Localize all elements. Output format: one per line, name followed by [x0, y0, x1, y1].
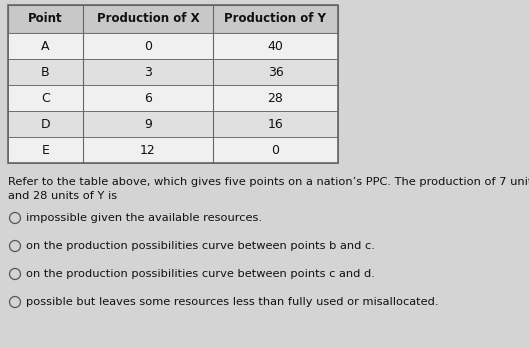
Text: possible but leaves some resources less than fully used or misallocated.: possible but leaves some resources less … [26, 297, 439, 307]
Text: on the production possibilities curve between points c and d.: on the production possibilities curve be… [26, 269, 376, 279]
Text: 0: 0 [271, 143, 279, 157]
Bar [8, 33, 338, 59]
Text: 6: 6 [144, 92, 152, 104]
Text: 36: 36 [268, 65, 284, 79]
Text: Production of Y: Production of Y [224, 13, 326, 25]
Text: A: A [41, 40, 50, 53]
Text: Point: Point [28, 13, 63, 25]
Text: impossible given the available resources.: impossible given the available resources… [26, 213, 262, 223]
Text: C: C [41, 92, 50, 104]
Text: 28: 28 [268, 92, 284, 104]
Text: 0: 0 [144, 40, 152, 53]
Text: 9: 9 [144, 118, 152, 130]
Bar [8, 85, 338, 111]
Text: 40: 40 [268, 40, 284, 53]
Text: D: D [41, 118, 50, 130]
Text: Production of X: Production of X [97, 13, 199, 25]
Text: E: E [42, 143, 49, 157]
Text: on the production possibilities curve between points b and c.: on the production possibilities curve be… [26, 241, 376, 251]
Text: 12: 12 [140, 143, 156, 157]
Text: 16: 16 [268, 118, 284, 130]
Text: Refer to the table above, which gives five points on a nation’s PPC. The product: Refer to the table above, which gives fi… [8, 177, 529, 187]
Bar [8, 111, 338, 137]
Text: and 28 units of Y is: and 28 units of Y is [8, 191, 117, 201]
Bar [8, 137, 338, 163]
Text: B: B [41, 65, 50, 79]
Bar [8, 5, 338, 163]
Bar [8, 59, 338, 85]
Text: 3: 3 [144, 65, 152, 79]
Bar [8, 5, 338, 33]
